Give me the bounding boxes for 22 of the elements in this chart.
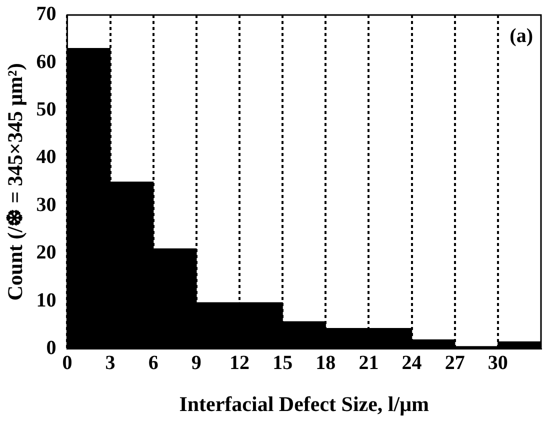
y-tick-label: 70 [36,3,56,26]
annotation: (a) [510,25,533,48]
x-tick-label: 6 [148,352,158,374]
y-tick-label: 60 [36,50,56,73]
x-tick-label: 18 [316,352,336,374]
x-tick-label: 27 [444,352,465,374]
y-tick-label: 50 [36,98,56,121]
x-tick-label: 30 [488,352,508,374]
x-tick-label: 9 [191,352,202,374]
y-tick-label: 40 [36,146,56,168]
x-tick-label: 15 [272,352,293,374]
x-axis-title: Interfacial Defect Size, l/μm [179,392,430,416]
x-tick-label: 3 [105,352,116,374]
y-tick-label: 30 [36,194,56,216]
y-tick-label: 10 [36,289,56,312]
x-tick-label: 12 [229,352,250,374]
x-tick-label: 0 [62,352,72,374]
x-tick-label: 21 [358,352,379,374]
y-tick-label: 0 [46,336,56,359]
x-tick-label: 24 [402,352,422,374]
y-axis-title: Count (/❆ = 345×345 μm²) [3,63,28,301]
y-tick-label: 20 [36,242,56,264]
